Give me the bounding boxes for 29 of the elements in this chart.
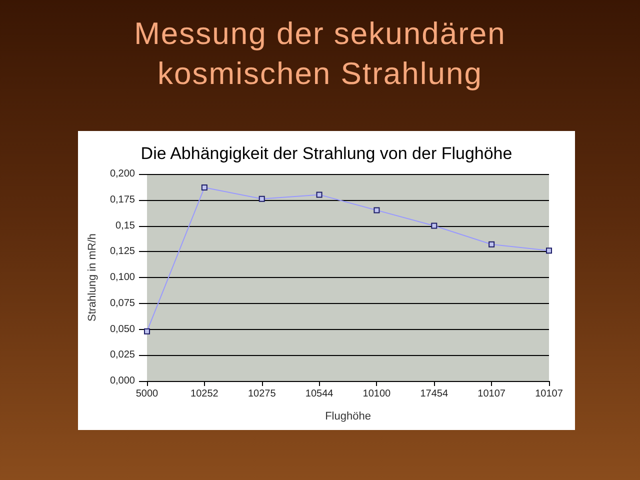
x-tick-label: 10107 xyxy=(535,388,564,400)
y-tick-label: 0,125 xyxy=(110,246,136,258)
point xyxy=(431,222,438,229)
x-tick-label: 17454 xyxy=(420,388,448,400)
point xyxy=(258,196,265,202)
point xyxy=(201,184,208,190)
y-axis-title: Strahlung in mR/h xyxy=(86,233,98,322)
x-axis-title: Flughöhe xyxy=(325,410,371,422)
y-tick-label: 0,075 xyxy=(110,298,136,309)
point xyxy=(316,192,322,198)
chart-subtitle: Die Abhängigkeit der Strahlung von der Flughöhe xyxy=(140,144,512,163)
point xyxy=(144,328,150,334)
chart-title: Messung der sekundären kosmischen Strahlung xyxy=(133,15,507,93)
y-tick-label: 0,175 xyxy=(110,194,136,206)
x-tick-label: 10252 xyxy=(190,388,219,400)
point xyxy=(546,248,552,254)
y-tick-label: 0,15 xyxy=(116,220,136,232)
x-tick-label: 10107 xyxy=(478,388,506,400)
x-tick-label: 10100 xyxy=(362,388,392,400)
point xyxy=(374,207,380,214)
x-tick-label: 10275 xyxy=(248,388,276,400)
y-tick-label: 0,050 xyxy=(110,324,136,335)
y-tick-label: 0,200 xyxy=(110,168,136,180)
y-tick-label: 0,000 xyxy=(110,376,136,386)
y-tick-label: 0,025 xyxy=(110,350,136,361)
x-tick-label: 10544 xyxy=(305,388,334,400)
y-tick-label: 0,100 xyxy=(110,272,136,283)
point xyxy=(488,241,495,248)
x-tick-label: 5000 xyxy=(136,388,159,400)
